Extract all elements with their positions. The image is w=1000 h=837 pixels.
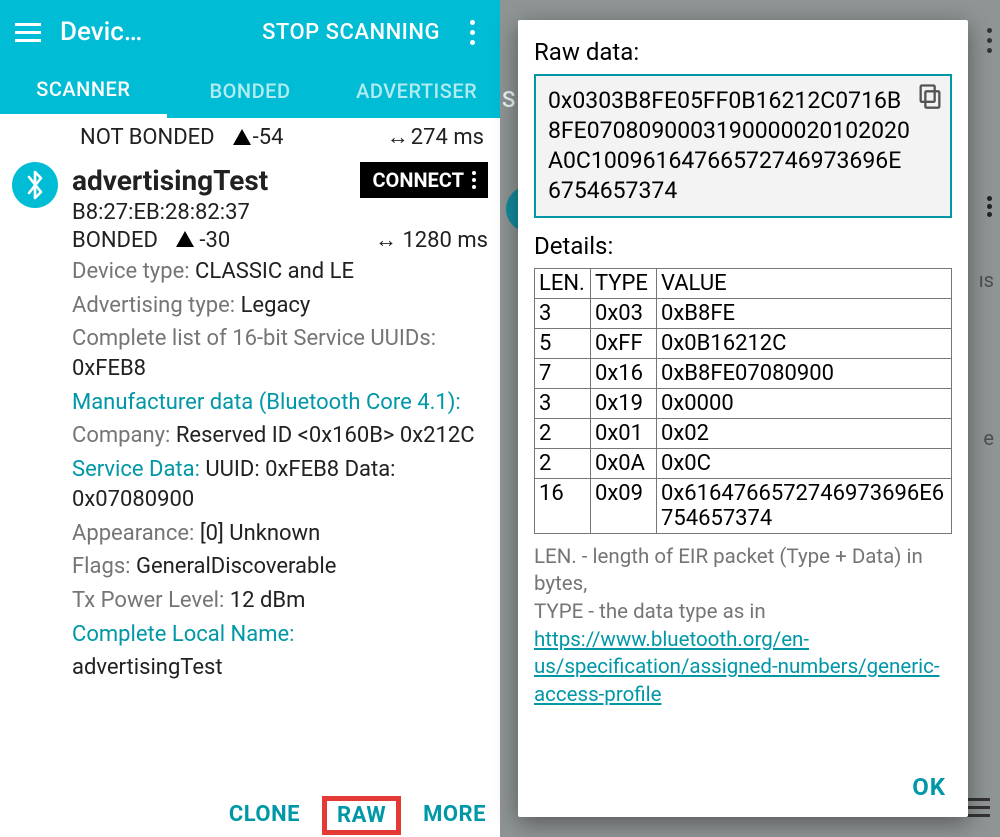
connect-button[interactable]: CONNECT [360,162,488,198]
device-mac: B8:27:EB:28:82:37 [72,200,488,225]
background-dot [987,196,992,201]
app-bar: Devic… STOP SCANNING [0,0,500,64]
interval: 1280 ms [375,227,488,253]
overflow-icon[interactable] [458,18,486,46]
copy-icon[interactable] [916,82,944,110]
tab-bonded[interactable]: BONDED [167,64,334,118]
device-row[interactable]: advertisingTest CONNECT B8:27:EB:28:82:3… [0,156,500,683]
details-footnote: LEN. - length of EIR packet (Type + Data… [534,544,952,710]
bond-status: BONDED [72,228,158,253]
signal-icon [176,231,194,247]
tab-scanner[interactable]: SCANNER [0,64,167,118]
device-list: NOT BONDED -54 274 ms advertisingTest CO… [0,118,500,837]
background-overflow-icon [987,28,992,53]
rssi: -30 [176,228,230,253]
background-dot [987,212,992,217]
background-tab-fragment: S [502,88,515,113]
raw-button[interactable]: RAW [322,796,401,835]
raw-data-dialog: Raw data: 0x0303B8FE05FF0B16212C0716B8FE… [518,20,968,817]
interval: 274 ms [387,124,484,150]
raw-data-dialog-screen: S ıs e Raw data: 0x0303B8FE05FF0B16212C0… [500,0,1000,837]
details-label: Details: [534,232,952,260]
table-header-row: LEN. TYPE VALUE [535,268,952,298]
table-row: 20x010x02 [535,418,952,448]
signal-icon [233,129,251,145]
local-name-header: Complete Local Name: [72,620,488,650]
ok-button[interactable]: OK [906,763,952,803]
device-name: advertisingTest [72,164,350,197]
tab-advertiser[interactable]: ADVERTISER [333,64,500,118]
raw-data-value: 0x0303B8FE05FF0B16212C0716B8FE0708090003… [534,74,952,218]
table-row: 30x030xB8FE [535,298,952,328]
table-row: 160x090x6164766572746973696E6754657374 [535,478,952,533]
interval-icon [387,124,409,150]
interval-icon [375,228,397,253]
clone-button[interactable]: CLONE [229,802,300,829]
device-main: advertisingTest CONNECT B8:27:EB:28:82:3… [72,162,488,683]
background-text-fragment: ıs [979,268,994,292]
details-table: LEN. TYPE VALUE 30x030xB8FE50xFF0x0B1621… [534,268,952,534]
more-button[interactable]: MORE [423,802,486,829]
bond-status: NOT BONDED [80,125,215,150]
stop-scanning-button[interactable]: STOP SCANNING [262,20,440,45]
table-row: 30x190x0000 [535,388,952,418]
menu-icon[interactable] [14,18,42,46]
scanner-screen: Devic… STOP SCANNING SCANNER BONDED ADVE… [0,0,500,837]
background-menu-icon [966,798,990,817]
device-row-partial: NOT BONDED -54 274 ms [0,122,500,156]
tab-bar: SCANNER BONDED ADVERTISER [0,64,500,118]
raw-data-label: Raw data: [534,38,952,66]
table-row: 70x160xB8FE07080900 [535,358,952,388]
app-title: Devic… [60,17,244,47]
rssi: -54 [233,125,284,150]
device-actions: CLONE RAW MORE [229,802,486,829]
spec-link[interactable]: https://www.bluetooth.org/en-us/specific… [534,628,940,707]
manufacturer-data-header: Manufacturer data (Bluetooth Core 4.1): [72,388,488,418]
bluetooth-icon [12,162,58,208]
table-row: 20x0A0x0C [535,448,952,478]
connect-overflow-icon[interactable] [472,171,476,189]
background-text-fragment: e [983,426,994,450]
background-dot [987,204,992,209]
table-row: 50xFF0x0B16212C [535,328,952,358]
